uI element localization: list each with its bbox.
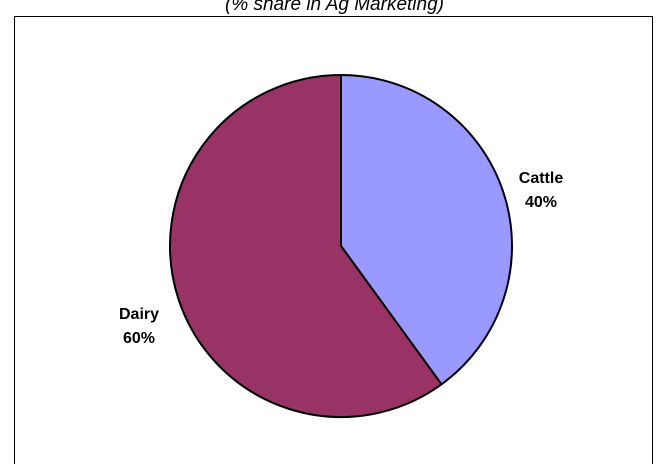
pie-slice-cattle [340,74,513,386]
pie-slice-dairy [169,74,443,418]
slice-label-cattle-name: Cattle [519,170,564,187]
chart-subtitle: (% share in Ag Marketing) [225,0,444,15]
slice-label-cattle-value: 40% [525,194,557,211]
pie-labels: Cattle 40% Dairy 60% [119,170,563,347]
pie-slices [169,74,513,418]
slice-label-dairy-name: Dairy [119,306,159,323]
slice-label-dairy-value: 60% [123,330,155,347]
